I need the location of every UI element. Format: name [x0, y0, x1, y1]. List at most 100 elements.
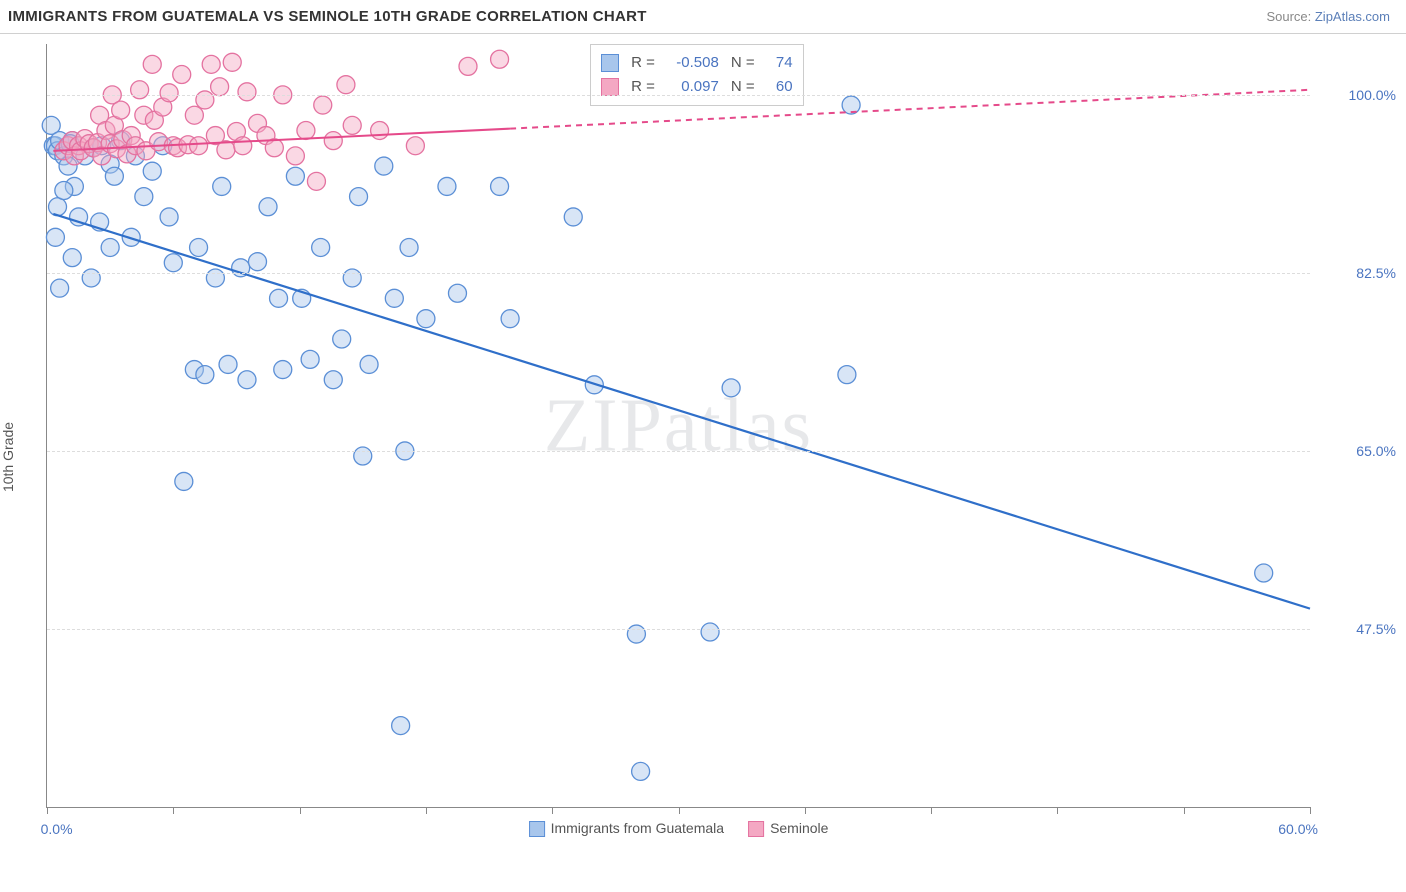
data-point: [112, 101, 130, 119]
data-point: [143, 162, 161, 180]
data-point: [105, 167, 123, 185]
data-point: [82, 269, 100, 287]
data-point: [564, 208, 582, 226]
data-point: [238, 371, 256, 389]
data-point: [385, 289, 403, 307]
data-point: [701, 623, 719, 641]
data-point: [337, 76, 355, 94]
data-point: [491, 50, 509, 68]
data-point: [343, 116, 361, 134]
data-point: [286, 167, 304, 185]
legend-swatch: [748, 821, 764, 837]
gridline-h: [47, 451, 1310, 452]
data-point: [350, 188, 368, 206]
data-point: [392, 717, 410, 735]
data-point: [360, 355, 378, 373]
x-tick: [173, 807, 174, 814]
data-point: [249, 253, 267, 271]
data-point: [448, 284, 466, 302]
data-point: [238, 83, 256, 101]
data-point: [223, 53, 241, 71]
data-point: [55, 181, 73, 199]
source-label: Source: ZipAtlas.com: [1266, 9, 1390, 24]
stats-swatch: [601, 54, 619, 72]
y-tick-label: 82.5%: [1320, 265, 1396, 281]
plot-area: ZIPatlas R =-0.508N =74R =0.097N =60 0.0…: [46, 44, 1310, 808]
x-min-label: 0.0%: [41, 821, 73, 837]
data-point: [354, 447, 372, 465]
legend-item: Seminole: [748, 820, 828, 837]
stat-n-value: 74: [763, 51, 793, 75]
source-prefix: Source:: [1266, 9, 1314, 24]
x-tick: [1184, 807, 1185, 814]
gridline-h: [47, 629, 1310, 630]
y-axis-label: 10th Grade: [0, 422, 16, 492]
data-point: [270, 289, 288, 307]
data-point: [190, 137, 208, 155]
data-point: [417, 310, 435, 328]
legend-label: Immigrants from Guatemala: [551, 820, 725, 836]
data-point: [131, 81, 149, 99]
x-tick: [47, 807, 48, 814]
stat-n-label: N =: [731, 51, 755, 75]
y-tick-label: 47.5%: [1320, 621, 1396, 637]
data-point: [175, 472, 193, 490]
data-point: [722, 379, 740, 397]
legend-label: Seminole: [770, 820, 828, 836]
x-tick: [1057, 807, 1058, 814]
data-point: [406, 137, 424, 155]
x-max-label: 60.0%: [1278, 821, 1318, 837]
chart-container: 10th Grade ZIPatlas R =-0.508N =74R =0.0…: [0, 34, 1406, 864]
chart-title: IMMIGRANTS FROM GUATEMALA VS SEMINOLE 10…: [8, 8, 647, 25]
data-point: [333, 330, 351, 348]
data-point: [211, 78, 229, 96]
stats-row: R = -0.508 N = 74: [601, 51, 793, 75]
data-point: [324, 132, 342, 150]
x-tick: [931, 807, 932, 814]
y-tick-label: 65.0%: [1320, 443, 1396, 459]
stat-r-label: R =: [631, 51, 655, 75]
x-tick: [1310, 807, 1311, 814]
data-point: [400, 238, 418, 256]
data-point: [202, 55, 220, 73]
data-point: [135, 188, 153, 206]
stat-r-value: -0.508: [663, 51, 719, 75]
y-tick-label: 100.0%: [1320, 87, 1396, 103]
header-bar: IMMIGRANTS FROM GUATEMALA VS SEMINOLE 10…: [0, 0, 1406, 34]
source-link[interactable]: ZipAtlas.com: [1315, 9, 1390, 24]
data-point: [274, 361, 292, 379]
data-point: [196, 366, 214, 384]
legend-swatch: [529, 821, 545, 837]
stats-swatch: [601, 78, 619, 96]
data-point: [206, 269, 224, 287]
data-point: [101, 238, 119, 256]
data-point: [46, 228, 64, 246]
data-point: [185, 106, 203, 124]
data-point: [459, 57, 477, 75]
data-point: [160, 208, 178, 226]
data-point: [343, 269, 361, 287]
data-point: [190, 238, 208, 256]
data-point: [173, 66, 191, 84]
data-point: [314, 96, 332, 114]
stats-box: R =-0.508N =74R =0.097N =60: [590, 44, 804, 106]
gridline-h: [47, 273, 1310, 274]
data-point: [259, 198, 277, 216]
x-tick: [426, 807, 427, 814]
data-point: [196, 91, 214, 109]
data-point: [213, 177, 231, 195]
gridline-h: [47, 95, 1310, 96]
data-point: [324, 371, 342, 389]
x-tick: [300, 807, 301, 814]
data-point: [297, 121, 315, 139]
x-tick: [805, 807, 806, 814]
data-point: [265, 139, 283, 157]
scatter-svg: [47, 44, 1310, 807]
data-point: [63, 249, 81, 267]
data-point: [491, 177, 509, 195]
data-point: [632, 762, 650, 780]
data-point: [438, 177, 456, 195]
data-point: [219, 355, 237, 373]
data-point: [164, 254, 182, 272]
x-tick: [679, 807, 680, 814]
